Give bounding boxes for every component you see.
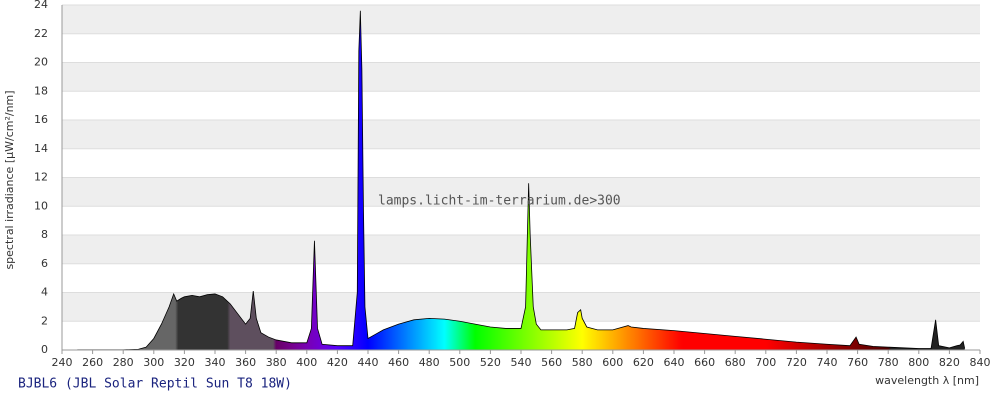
- x-tick-label: 560: [541, 356, 562, 369]
- x-tick-label: 640: [664, 356, 685, 369]
- y-tick-label: 4: [41, 286, 48, 299]
- x-tick-label: 700: [755, 356, 776, 369]
- x-tick-label: 260: [82, 356, 103, 369]
- x-tick-label: 280: [113, 356, 134, 369]
- y-tick-label: 8: [41, 228, 48, 241]
- x-tick-label: 320: [174, 356, 195, 369]
- grid-band: [62, 206, 980, 235]
- y-axis-label: spectral irradiance [µW/cm²/nm]: [3, 90, 16, 269]
- y-tick-label: 22: [34, 27, 48, 40]
- x-tick-label: 440: [358, 356, 379, 369]
- x-tick-label: 680: [725, 356, 746, 369]
- grid-band: [62, 91, 980, 120]
- spectrum-line: [77, 10, 966, 351]
- y-tick-label: 18: [34, 84, 48, 97]
- y-tick-label: 16: [34, 113, 48, 126]
- x-tick-label: 520: [480, 356, 501, 369]
- x-tick-label: 820: [939, 356, 960, 369]
- x-tick-label: 620: [633, 356, 654, 369]
- x-tick-label: 500: [449, 356, 470, 369]
- y-tick-label: 6: [41, 257, 48, 270]
- x-tick-label: 580: [572, 356, 593, 369]
- y-tick-label: 14: [34, 142, 48, 155]
- grid-band: [62, 62, 980, 92]
- x-tick-label: 380: [266, 356, 287, 369]
- y-tick-label: 10: [34, 199, 48, 212]
- grid-band: [62, 235, 980, 264]
- x-tick-label: 660: [694, 356, 715, 369]
- x-tick-label: 420: [327, 356, 348, 369]
- x-tick-label: 340: [205, 356, 226, 369]
- grid-band: [62, 33, 980, 63]
- x-tick-label: 460: [388, 356, 409, 369]
- grid-band: [62, 263, 980, 293]
- x-tick-label: 780: [878, 356, 899, 369]
- spectrum-area: [77, 10, 965, 350]
- grid-band: [62, 120, 980, 149]
- y-tick-label: 0: [41, 343, 48, 356]
- x-tick-label: 600: [602, 356, 623, 369]
- x-axis-label: wavelength λ [nm]: [875, 374, 979, 387]
- x-tick-label: 720: [786, 356, 807, 369]
- y-tick-label: 24: [34, 0, 48, 11]
- x-tick-label: 480: [419, 356, 440, 369]
- x-tick-label: 360: [235, 356, 256, 369]
- x-tick-label: 400: [296, 356, 317, 369]
- grid-band: [62, 148, 980, 178]
- x-tick-label: 840: [970, 356, 991, 369]
- x-tick-label: 800: [908, 356, 929, 369]
- y-tick-label: 12: [34, 171, 48, 184]
- x-tick-label: 760: [847, 356, 868, 369]
- x-tick-label: 540: [511, 356, 532, 369]
- x-tick-label: 740: [817, 356, 838, 369]
- y-tick-label: 20: [34, 56, 48, 69]
- x-tick-label: 240: [52, 356, 73, 369]
- grid-band: [62, 177, 980, 207]
- grid-band: [62, 5, 980, 34]
- watermark: lamps.licht-im-terrarium.de>300: [378, 194, 621, 209]
- x-tick-label: 300: [143, 356, 164, 369]
- y-tick-label: 2: [41, 314, 48, 327]
- chart-title: BJBL6 (JBL Solar Reptil Sun T8 18W): [18, 377, 292, 392]
